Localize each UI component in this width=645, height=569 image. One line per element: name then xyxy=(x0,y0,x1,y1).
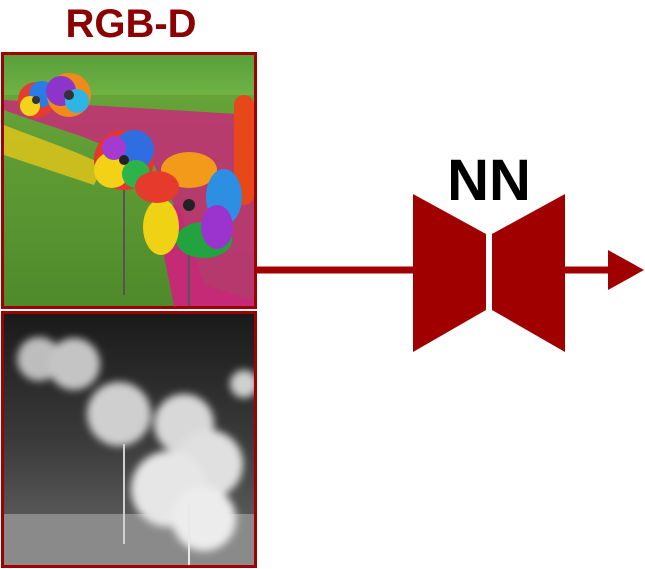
encoder-shape xyxy=(413,194,486,352)
bowtie-encoder-decoder-icon xyxy=(413,194,565,352)
network-label: NN xyxy=(447,148,531,213)
decoder-shape xyxy=(492,194,565,352)
rgbd-title: RGB-D xyxy=(65,2,197,46)
rgb-pinwheel-photo xyxy=(4,55,254,306)
depth-image xyxy=(1,311,257,568)
depth-map-grayscale xyxy=(4,314,254,565)
arrow-right-icon xyxy=(565,250,644,290)
rgb-image xyxy=(1,52,257,309)
